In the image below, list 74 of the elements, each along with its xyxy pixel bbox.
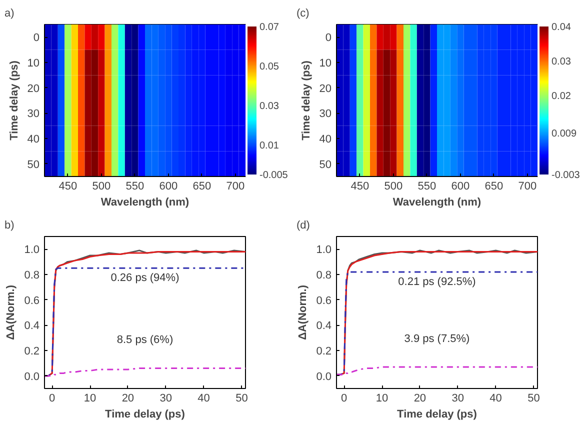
x-tick-label: 10 [376,392,388,404]
annotation: 0.21 ps (92.5%) [398,276,476,288]
annotation: 8.5 ps (6%) [116,334,174,346]
x-tick-label: 650 [192,180,212,192]
y-tick-label: 0 [33,32,40,44]
x-axis-title: Wavelength (nm) [100,196,190,208]
y-tick-label: 0.8 [24,270,40,282]
y-tick-label: 10 [27,58,40,70]
y-tick-label: 0.6 [316,294,332,307]
y-axis-title: Time delay (ps) [8,60,20,140]
y-tick-label: 30 [319,108,332,120]
x-tick-label: 650 [484,180,504,192]
y-axis-title: ΔA(Norm.) [297,284,310,340]
chart-title: b) [4,220,14,232]
x-tick-label: 500 [384,180,403,192]
x-axis-title: Wavelength (nm) [392,196,482,208]
color-bar-label: 0.009 [552,128,577,140]
x-tick-label: 40 [198,392,210,404]
color-bar-label: 0.01 [260,140,280,152]
annotation: 3.9 ps (7.5%) [404,332,470,345]
y-tick-label: 50 [27,158,40,171]
y-tick-label: 0.4 [316,320,332,332]
y-tick-label: 40 [27,134,40,146]
y-axis-title: Time delay (ps) [300,60,312,140]
x-tick-label: 700 [518,180,537,192]
x-tick-label: 700 [226,180,245,192]
x-tick-label: 450 [58,180,78,192]
y-tick-label: 0.8 [316,270,332,282]
y-tick-label: 0.0 [316,370,332,383]
x-tick-label: 550 [418,180,436,192]
y-tick-label: 0.4 [24,320,40,332]
y-tick-label: 10 [319,58,332,70]
x-tick-label: 30 [452,392,464,404]
color-bar-label: 0.04 [552,22,572,33]
y-tick-label: 20 [319,82,332,95]
x-tick-label: 20 [122,392,134,404]
y-tick-label: 0 [325,32,332,44]
x-tick-label: 500 [92,180,111,192]
color-bar-label: -0.005 [260,170,288,181]
x-tick-label: 50 [528,392,540,404]
annotation: 0.26 ps (94%) [110,272,180,284]
x-tick-label: 20 [414,392,426,404]
color-bar-label: 0.03 [260,100,280,112]
y-tick-label: 1.0 [316,244,332,256]
x-tick-label: 0 [49,392,56,404]
y-tick-label: 30 [27,108,40,120]
color-bar-label: 0.05 [260,61,280,72]
y-tick-label: 0.6 [24,294,40,307]
y-tick-label: 50 [319,158,332,171]
y-tick-label: 0.0 [24,370,40,383]
x-tick-label: 600 [451,180,470,192]
color-bar-label: -0.003 [552,170,580,181]
x-tick-label: 30 [160,392,172,404]
y-axis-title: ΔA(Norm.) [5,284,18,340]
x-tick-label: 40 [490,392,502,404]
color-bar-label: 0.07 [260,22,280,33]
y-tick-label: 20 [27,82,40,95]
x-tick-label: 10 [84,392,96,404]
chart-title: (d) [296,220,310,232]
y-tick-label: 1.0 [24,244,40,256]
chart-title: (c) [296,8,310,20]
x-tick-label: 50 [236,392,248,404]
x-tick-label: 0 [341,392,348,404]
y-tick-label: 40 [319,134,332,146]
x-tick-label: 600 [159,180,178,192]
x-axis-title: Time delay (ps) [105,408,186,420]
y-tick-label: 0.2 [316,346,332,358]
y-tick-label: 0.2 [24,346,40,358]
chart-title: a) [4,8,14,20]
color-bar-label: 0.03 [552,56,572,68]
x-tick-label: 550 [126,180,144,192]
color-bar-label: 0.02 [552,90,572,102]
x-axis-title: Time delay (ps) [397,408,478,420]
x-tick-label: 450 [350,180,370,192]
